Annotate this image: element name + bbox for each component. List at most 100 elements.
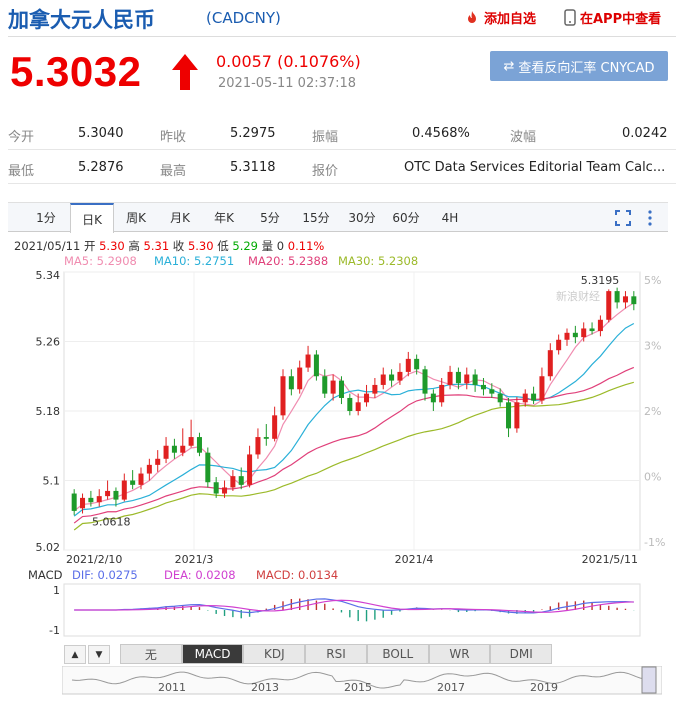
overview-year-label: 2011	[158, 681, 186, 694]
indicator-wr[interactable]: WR	[428, 644, 491, 664]
candle	[464, 374, 470, 384]
candle	[547, 350, 553, 377]
candle	[138, 473, 144, 485]
indicator-macd[interactable]: MACD	[181, 644, 244, 664]
pct-tick-label: 2%	[644, 405, 661, 418]
candle	[113, 490, 119, 500]
candle	[338, 380, 344, 398]
candle	[71, 493, 77, 511]
ma10-label: MA10: 5.2751	[154, 254, 235, 268]
tab-5min[interactable]: 5分	[260, 211, 280, 225]
candle	[88, 497, 94, 503]
overview-handle	[641, 666, 657, 694]
ohlc-low: 5.29	[232, 239, 258, 253]
period-tabs: 1分 日K 周K 月K 年K 5分 15分 30分 60分 4H	[8, 202, 668, 233]
candle	[263, 437, 269, 439]
candle	[213, 482, 219, 494]
overview-year-label: 2015	[344, 681, 372, 694]
candle	[121, 480, 127, 500]
candle	[180, 445, 186, 453]
quote-row: 今开 5.3040 昨收 5.2975 振幅 0.4568% 波幅 0.0242	[8, 118, 676, 150]
indicator-kdj[interactable]: KDJ	[243, 644, 306, 664]
quote-label: 最低	[8, 164, 35, 179]
y-tick-label: 5.18	[36, 405, 61, 418]
more-options-icon[interactable]	[646, 209, 654, 227]
add-watchlist-link[interactable]: 添加自选	[464, 8, 536, 27]
candle	[389, 374, 395, 381]
candle	[539, 376, 545, 401]
ma20-label: MA20: 5.2388	[248, 254, 329, 268]
indicator-dmi[interactable]: DMI	[490, 644, 553, 664]
pair-title: 加拿大元人民币	[8, 8, 155, 32]
candle	[631, 296, 637, 305]
quote-value: OTC Data Services Editorial Team Calc...	[404, 160, 666, 175]
candle	[288, 376, 294, 390]
ohlc-readout: 2021/05/11 开 5.30 高 5.31 收 5.30 低 5.29 量…	[14, 238, 324, 254]
overview-line	[71, 671, 653, 689]
overview-year-label: 2019	[530, 681, 558, 694]
x-tick-label: 2021/5/11	[582, 553, 638, 566]
candlestick-chart[interactable]: 5.34 5.26 5.18 5.1 5.02 5% 3% 2% 0% -1% 2021/2/10 2…	[0, 266, 684, 566]
candle	[622, 296, 628, 303]
ma5-label: MA5: 5.2908	[64, 254, 137, 268]
candle	[188, 437, 194, 446]
candle	[380, 374, 386, 385]
indicator-boll[interactable]: BOLL	[366, 644, 429, 664]
macd-value-label: MACD: 0.0134	[256, 568, 339, 582]
scroll-up-button[interactable]: ▲	[64, 645, 86, 664]
tab-4h[interactable]: 4H	[441, 210, 459, 225]
ohlc-vol: 0	[276, 239, 285, 253]
candle	[447, 371, 453, 385]
candle	[397, 371, 403, 381]
candle	[414, 358, 420, 370]
candle	[313, 354, 319, 377]
candle	[564, 332, 570, 340]
candle	[272, 415, 278, 439]
candle	[205, 452, 211, 483]
scroll-down-button[interactable]: ▼	[88, 645, 110, 664]
y-tick-label: 5.34	[36, 269, 61, 282]
candle	[455, 371, 461, 384]
max-price-label: 5.3195	[581, 274, 620, 287]
tab-60min[interactable]: 60分	[392, 211, 420, 225]
quote-value: 5.2975	[230, 126, 276, 141]
quote-row: 最低 5.2876 最高 5.3118 报价 OTC Data Services…	[8, 152, 676, 184]
candle	[480, 384, 486, 390]
overview-navigator[interactable]: 2011 2013 2015 2017 2019	[62, 666, 662, 696]
ohlc-close-label: 收	[172, 239, 185, 253]
macd-y-tick: -1	[49, 624, 60, 637]
pct-tick-label: -1%	[644, 536, 665, 549]
candle	[297, 367, 303, 390]
swap-icon: ⇄	[503, 58, 515, 74]
tab-30min[interactable]: 30分	[348, 211, 376, 225]
fullscreen-icon[interactable]	[614, 209, 632, 227]
candle	[105, 490, 111, 497]
tab-weekly[interactable]: 周K	[126, 211, 146, 225]
indicator-none[interactable]: 无	[120, 644, 182, 664]
candle	[597, 319, 603, 332]
candle	[163, 445, 169, 459]
candle	[430, 393, 436, 403]
indicator-rsi[interactable]: RSI	[305, 644, 367, 664]
candle	[531, 393, 537, 401]
last-price: 5.3032	[10, 48, 142, 95]
macd-chart: 1 -1	[49, 583, 641, 637]
quote-value: 5.3040	[78, 126, 124, 141]
ohlc-close: 5.30	[187, 239, 214, 253]
tab-yearly[interactable]: 年K	[214, 211, 234, 225]
y-tick-label: 5.1	[43, 475, 61, 488]
tab-15min[interactable]: 15分	[302, 211, 330, 225]
quote-value: 5.2876	[78, 160, 124, 175]
tab-1min[interactable]: 1分	[36, 211, 56, 225]
candle	[238, 476, 244, 485]
reverse-rate-button[interactable]: ⇄ 查看反向汇率 CNYCAD	[490, 51, 668, 81]
add-watchlist-label: 添加自选	[484, 12, 537, 27]
timestamp: 2021-05-11 02:37:18	[218, 76, 357, 91]
tab-monthly[interactable]: 月K	[170, 211, 190, 225]
ma30-label: MA30: 5.2308	[338, 254, 419, 268]
quote-label: 昨收	[160, 130, 187, 145]
candle	[372, 384, 378, 394]
overview-frame	[62, 666, 662, 695]
tab-daily[interactable]: 日K	[70, 203, 114, 233]
open-in-app-link[interactable]: 在APP中查看	[564, 8, 661, 27]
